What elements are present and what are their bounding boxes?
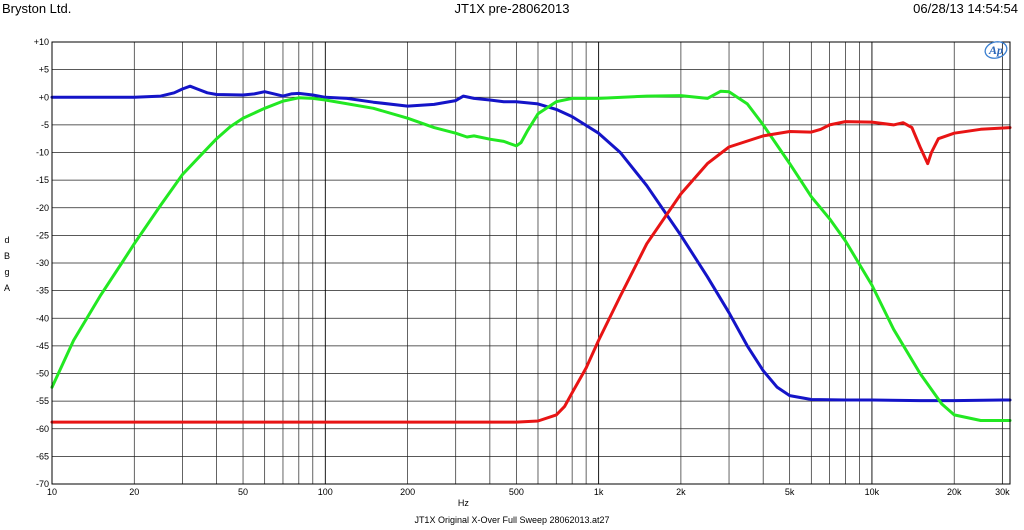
- y-tick-label: -25: [36, 230, 49, 240]
- y-tick-label: -35: [36, 286, 49, 296]
- x-tick-label: 1k: [594, 487, 604, 497]
- ap-logo-icon: Ap: [984, 41, 1008, 59]
- y-tick-label: -45: [36, 341, 49, 351]
- header-company: Bryston Ltd.: [2, 1, 72, 16]
- x-tick-label: 20k: [947, 487, 962, 497]
- y-tick-label: -10: [36, 148, 49, 158]
- chart-title: JT1X pre-28062013: [454, 1, 570, 16]
- y-tick-label: +0: [39, 92, 49, 102]
- y-tick-label: +5: [39, 65, 49, 75]
- x-tick-label: 10: [47, 487, 57, 497]
- header-timestamp: 06/28/13 14:54:54: [913, 1, 1018, 16]
- x-tick-label: 500: [509, 487, 524, 497]
- x-tick-label: 200: [400, 487, 415, 497]
- x-tick-label: 100: [318, 487, 333, 497]
- series-line-3: [50, 120, 1012, 424]
- y-tick-label: -30: [36, 258, 49, 268]
- x-tick-label: 5k: [785, 487, 795, 497]
- y-tick-label: -65: [36, 451, 49, 461]
- y-axis-label-char: d: [4, 235, 10, 245]
- chart-series-lines: [50, 84, 1012, 424]
- x-tick-label: 10k: [865, 487, 880, 497]
- y-tick-label: -60: [36, 424, 49, 434]
- y-tick-label: -5: [41, 120, 49, 130]
- y-axis-label-char: B: [3, 251, 10, 261]
- y-tick-label: -55: [36, 396, 49, 406]
- plot-frame: [51, 41, 1011, 485]
- y-tick-label: +10: [34, 37, 49, 47]
- x-axis-label: Hz: [458, 498, 469, 508]
- y-axis-label-char: A: [3, 283, 10, 293]
- y-tick-label: -20: [36, 203, 49, 213]
- series-line-1: [50, 84, 1012, 403]
- series-line-2: [50, 89, 1012, 422]
- x-tick-label: 30k: [995, 487, 1010, 497]
- chart-grid: [51, 41, 1010, 485]
- x-tick-label: 50: [238, 487, 248, 497]
- y-tick-label: -40: [36, 313, 49, 323]
- ap-logo-text: Ap: [988, 43, 1003, 57]
- y-tick-label: -50: [36, 369, 49, 379]
- y-tick-label: -70: [36, 479, 49, 489]
- x-tick-label: 20: [129, 487, 139, 497]
- y-tick-label: -15: [36, 175, 49, 185]
- chart-tick-labels: 10 20 50 100 200 500 1k 2k 5k 10k 20k 30k +10 +5 +0 -5 -…: [34, 37, 1010, 497]
- chart-footer-filename: JT1X Original X-Over Full Sweep 28062013…: [414, 515, 610, 525]
- y-axis-label: d B g A: [3, 232, 11, 296]
- x-tick-label: 2k: [676, 487, 686, 497]
- y-axis-label-char: g: [4, 267, 10, 277]
